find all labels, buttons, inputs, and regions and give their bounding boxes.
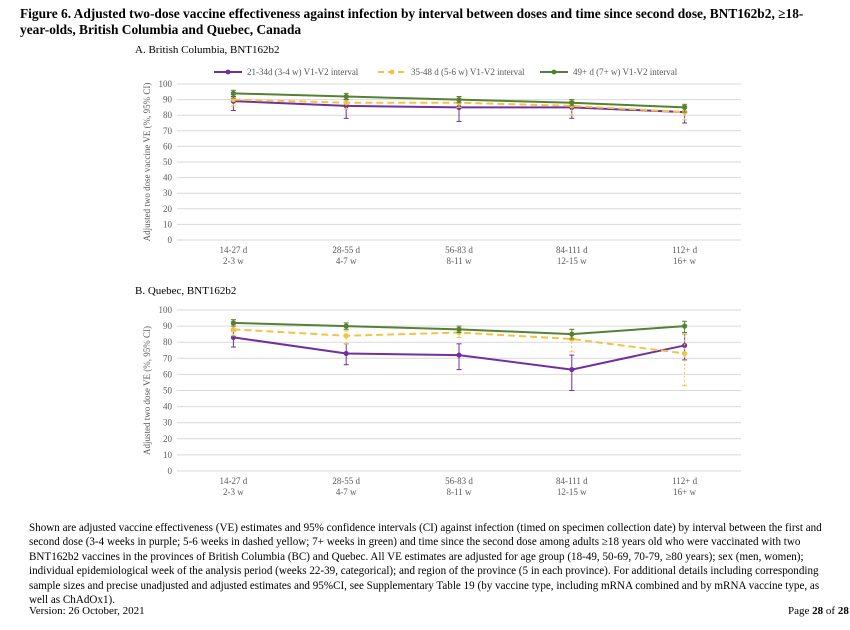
figure-title: Figure 6. Adjusted two-dose vaccine effe… — [20, 6, 804, 37]
version-text: Version: 26 October, 2021 — [29, 605, 145, 617]
data-point — [343, 333, 349, 339]
y-tick-label: 30 — [163, 188, 173, 198]
legend-marker — [225, 69, 231, 75]
y-tick-label: 90 — [163, 95, 173, 105]
x-tick-label: 84-111 d — [556, 476, 588, 486]
data-point — [456, 326, 462, 332]
data-point — [343, 323, 349, 329]
y-tick-label: 40 — [163, 402, 173, 412]
x-tick-label: 8-11 w — [447, 487, 472, 497]
x-tick-label: 16+ w — [673, 487, 696, 497]
legend-marker — [551, 69, 557, 75]
y-tick-label: 80 — [163, 337, 173, 347]
x-tick-label: 4-7 w — [336, 256, 357, 266]
y-axis-title: Adjusted two dose VE (%, 95% CI) — [142, 326, 152, 455]
y-tick-label: 100 — [159, 79, 173, 89]
data-point — [230, 320, 236, 326]
x-tick-label: 112+ d — [672, 476, 697, 486]
legend-marker — [389, 69, 395, 75]
data-point — [343, 350, 349, 357]
y-tick-label: 20 — [163, 434, 173, 444]
legend-label: 49+ d (7+ w) V1-V2 interval — [573, 67, 678, 77]
y-tick-label: 0 — [168, 466, 173, 476]
y-tick-label: 20 — [163, 204, 173, 214]
x-tick-label: 112+ d — [672, 245, 697, 255]
x-tick-label: 2-3 w — [223, 487, 244, 497]
y-tick-label: 60 — [163, 141, 173, 151]
y-tick-label: 90 — [163, 321, 173, 331]
y-tick-label: 60 — [163, 369, 173, 379]
x-tick-label: 8-11 w — [447, 256, 472, 266]
figure-caption: Shown are adjusted vaccine effectiveness… — [29, 522, 822, 607]
y-tick-label: 0 — [168, 235, 173, 245]
y-tick-label: 10 — [163, 219, 173, 229]
data-point — [569, 100, 575, 106]
x-tick-label: 16+ w — [673, 256, 696, 266]
y-tick-label: 80 — [163, 110, 173, 120]
data-point — [230, 326, 236, 332]
x-tick-label: 12-15 w — [557, 256, 587, 266]
data-point — [230, 90, 236, 96]
x-tick-label: 56-83 d — [445, 245, 473, 255]
data-point — [682, 323, 688, 329]
y-tick-label: 10 — [163, 450, 173, 460]
page-separator: of — [823, 605, 838, 617]
data-point — [456, 352, 462, 358]
y-axis-title: Adjusted two dose vaccine VE (%, 95% CI) — [142, 83, 152, 242]
y-tick-label: 50 — [163, 157, 173, 167]
panel-b-title: B. Quebec, BNT162b2 — [135, 285, 237, 297]
x-tick-label: 12-15 w — [557, 487, 587, 497]
legend-label: 35-48 d (5-6 w) V1-V2 interval — [411, 67, 525, 77]
panel-a-title: A. British Columbia, BNT162b2 — [135, 44, 280, 56]
data-point — [343, 93, 349, 100]
page-number: Page 28 of 28 — [788, 605, 849, 617]
data-point — [343, 100, 349, 106]
y-tick-label: 50 — [163, 386, 173, 396]
y-tick-label: 70 — [163, 353, 173, 363]
data-point — [682, 350, 688, 357]
data-point — [569, 366, 575, 373]
x-tick-label: 28-55 d — [332, 245, 360, 255]
x-tick-label: 4-7 w — [336, 487, 357, 497]
x-tick-label: 14-27 d — [220, 476, 248, 486]
legend-label: 21-34d (3-4 w) V1-V2 interval — [247, 67, 359, 77]
y-tick-label: 70 — [163, 126, 173, 136]
y-tick-label: 30 — [163, 418, 173, 428]
x-tick-label: 56-83 d — [445, 476, 473, 486]
chart-british-columbia: 0 10 20 30 40 50 60 70 80 90 100 14-27 d2-3 w 28-55 … — [142, 67, 741, 266]
y-tick-label: 100 — [159, 305, 173, 315]
data-point — [682, 104, 688, 110]
chart-quebec: 0 10 20 30 40 50 60 70 80 90 100 14-27 d2-3 w 28-55 … — [142, 305, 741, 497]
page-prefix: Page — [788, 605, 813, 617]
data-point — [456, 97, 462, 103]
page-current: 28 — [812, 605, 824, 617]
x-tick-label: 14-27 d — [220, 245, 248, 255]
x-tick-label: 84-111 d — [556, 245, 588, 255]
page-total: 28 — [837, 605, 849, 617]
data-point — [569, 331, 575, 337]
x-tick-label: 28-55 d — [332, 476, 360, 486]
y-tick-label: 40 — [163, 173, 173, 183]
x-tick-label: 2-3 w — [223, 256, 244, 266]
